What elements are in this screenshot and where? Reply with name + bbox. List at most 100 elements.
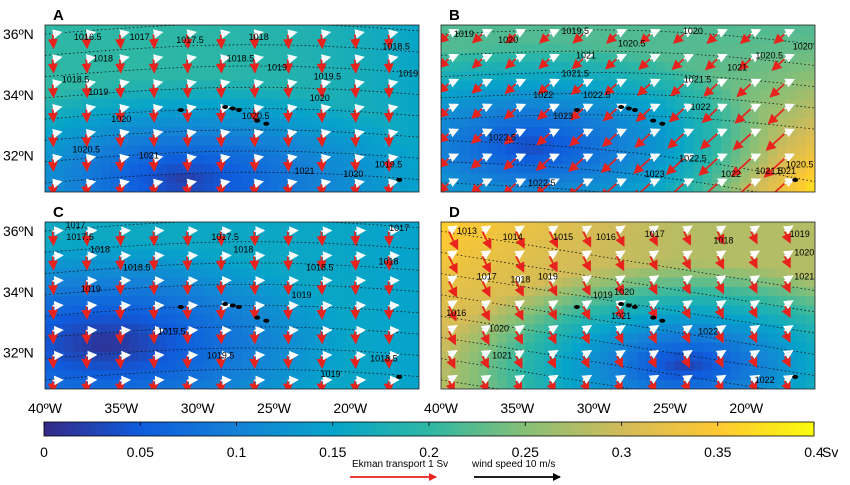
wind-arrow [52, 325, 64, 336]
field-cell [381, 342, 392, 353]
contour-label: 1019 [593, 290, 613, 300]
field-cell [478, 342, 489, 353]
field-cell [487, 108, 498, 119]
field-cell [73, 296, 83, 307]
wind-arrow [119, 226, 131, 236]
field-cell [409, 34, 419, 45]
wind-arrow [186, 251, 199, 261]
field-cell [334, 342, 345, 353]
field-cell [506, 259, 517, 269]
field-cell [138, 231, 149, 242]
field-cell [222, 342, 233, 353]
ekman-arrow [471, 58, 483, 69]
field-cell [129, 52, 140, 63]
field-cell [297, 71, 308, 82]
field-cell [805, 314, 815, 325]
field-cell [175, 342, 186, 353]
field-cell [534, 259, 545, 269]
field-cell [693, 117, 704, 128]
field-cell [344, 379, 355, 389]
field-cell [777, 182, 788, 192]
field-cell [82, 324, 93, 334]
ekman-arrow [47, 58, 59, 74]
field-cell [241, 182, 252, 192]
field-cell [497, 342, 508, 353]
field-cell [487, 277, 498, 288]
field-cell [278, 370, 289, 381]
field-cell [260, 351, 270, 362]
field-cell [730, 277, 741, 288]
field-cell [758, 127, 769, 137]
field-cell [213, 277, 224, 288]
field-cell [63, 342, 74, 353]
ekman-arrow [696, 182, 718, 192]
field-cell [674, 361, 685, 372]
field-cell [344, 277, 355, 288]
field-cell [175, 117, 186, 128]
field-cell [674, 52, 685, 63]
field-cell [362, 370, 373, 381]
wind-arrow [86, 325, 98, 336]
field-cell [362, 240, 373, 251]
field-cell [203, 222, 214, 232]
field-cell [656, 182, 666, 192]
field-cell [54, 277, 65, 288]
field-cell [147, 286, 158, 297]
wind-arrow [186, 375, 199, 386]
field-cell [288, 370, 299, 381]
field-cell [693, 314, 704, 325]
field-cell [110, 324, 121, 334]
field-cell [553, 351, 564, 362]
field-cell [101, 333, 112, 344]
field-cell [571, 342, 582, 353]
wind-arrow [447, 374, 458, 384]
field-cell [372, 351, 383, 362]
wind-arrow [354, 54, 365, 64]
ekman-arrow [47, 34, 59, 50]
field-cell [721, 222, 732, 232]
field-cell [628, 173, 638, 184]
field-cell [297, 259, 308, 269]
field-cell [796, 52, 807, 63]
wind-arrow [784, 153, 795, 163]
field-cell [353, 342, 364, 353]
field-cell [381, 286, 392, 297]
field-cell [194, 324, 205, 334]
wind-arrow [388, 128, 399, 139]
field-cell [740, 117, 751, 128]
field-cell [381, 268, 392, 279]
field-cell [571, 117, 582, 128]
field-cell [362, 62, 373, 72]
field-cell [269, 259, 280, 269]
field-cell [786, 305, 797, 316]
field-cell [553, 182, 564, 192]
field-cell [609, 43, 620, 54]
field-cell [166, 268, 177, 279]
field-cell [147, 249, 158, 260]
ekman-arrow [316, 255, 327, 271]
field-cell [534, 173, 545, 184]
field-cell [241, 173, 252, 184]
wind-arrow [547, 349, 559, 360]
field-cell [571, 249, 582, 260]
field-cell [344, 99, 355, 110]
field-cell [54, 108, 65, 119]
wind-arrow [220, 276, 232, 286]
field-cell [306, 231, 317, 242]
field-cell [459, 80, 470, 91]
wind-arrow [547, 275, 559, 285]
field-cell [730, 182, 741, 192]
field-cell [157, 370, 168, 381]
field-cell [166, 259, 177, 269]
field-cell [506, 296, 517, 307]
field-cell [758, 71, 769, 82]
field-cell [740, 324, 751, 334]
field-cell [297, 182, 308, 192]
field-cell [297, 379, 308, 389]
field-cell [768, 240, 779, 251]
field-cell [562, 62, 573, 72]
wind-arrow [749, 225, 761, 235]
wind-arrow [220, 29, 231, 39]
field-cell [175, 268, 186, 279]
field-cell [506, 43, 517, 54]
